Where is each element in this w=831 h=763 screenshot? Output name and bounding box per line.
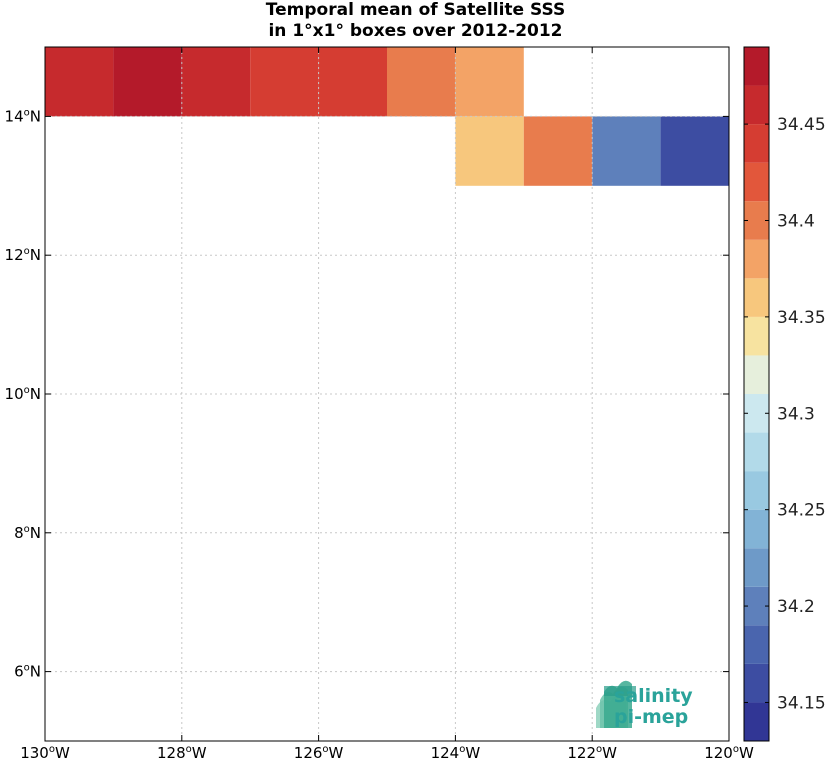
colorbar-swatch-11 <box>744 278 769 317</box>
colorbar-swatch-10 <box>744 316 769 356</box>
colorbar-swatch-6 <box>744 471 769 510</box>
colorbar-swatch-4 <box>744 548 769 587</box>
colorbar-swatch-9 <box>744 355 769 394</box>
colorbar-label-4: 34.35 <box>777 308 826 328</box>
x-tick-label-2: 126oW <box>294 744 344 762</box>
colorbar-swatch-13 <box>744 201 769 240</box>
logo-line2: pi-mep <box>614 706 688 728</box>
x-tick-label-3: 124oW <box>431 744 481 762</box>
data-cell-2 <box>181 47 251 117</box>
grid-lines <box>45 47 729 741</box>
chart-title-line2: in 1°x1° boxes over 2012-2012 <box>268 21 563 41</box>
colorbar-swatch-15 <box>744 124 769 163</box>
data-cell-9 <box>592 116 661 186</box>
data-cell-3 <box>250 47 319 117</box>
colorbar-label-2: 34.25 <box>777 501 826 521</box>
colorbar-swatch-0 <box>744 702 769 741</box>
colorbar-swatch-17 <box>744 47 769 86</box>
chart-title-line1: Temporal mean of Satellite SSS <box>265 0 566 20</box>
chart-title: Temporal mean of Satellite SSS in 1°x1° … <box>0 0 831 42</box>
colorbar-swatch-3 <box>744 586 769 626</box>
x-tick-label-4: 122oW <box>567 744 617 762</box>
x-tick-label-0: 130oW <box>20 744 70 762</box>
colorbar-label-5: 34.4 <box>777 212 815 232</box>
y-tick-label-2: 10oN <box>5 385 41 403</box>
y-tick-label-3: 12oN <box>5 246 41 264</box>
y-tick-label-1: 8oN <box>14 524 41 542</box>
colorbar-label-6: 34.45 <box>777 115 826 135</box>
axis-ticks: 130oW 128oW 126oW 124oW 122oW 120oW 6oN 8oN 10oN… <box>5 47 754 762</box>
colorbar-swatch-12 <box>744 239 769 279</box>
colorbar-label-3: 34.3 <box>777 404 815 424</box>
data-cell-10 <box>660 116 729 186</box>
colorbar-frame <box>743 46 770 742</box>
data-cell-7 <box>455 116 524 186</box>
colorbar-swatch-8 <box>744 394 769 433</box>
colorbar-label-1: 34.2 <box>777 597 815 617</box>
data-cell-1 <box>113 47 182 117</box>
y-tick-label-0: 6oN <box>14 663 41 681</box>
data-cell-5 <box>387 47 456 117</box>
colorbar-swatch-2 <box>744 625 769 664</box>
colorbar-swatch-16 <box>744 85 769 125</box>
colorbar-swatch-7 <box>744 432 769 472</box>
colorbar-label-0: 34.15 <box>777 693 826 713</box>
salinity-wave-icon <box>596 680 636 728</box>
y-tick-label-4: 14oN <box>5 107 41 125</box>
colorbar-swatch-14 <box>744 162 769 202</box>
logo-line1: salinity <box>614 685 693 707</box>
colorbar-swatch-5 <box>744 509 769 549</box>
x-tick-label-1: 128oW <box>157 744 207 762</box>
x-tick-label-5: 120oW <box>704 744 754 762</box>
data-cell-6 <box>455 47 524 117</box>
data-cells <box>45 47 729 186</box>
data-cell-0 <box>45 47 114 117</box>
data-cell-8 <box>523 116 593 186</box>
colorbar: 34.15 34.2 34.25 34.3 34.35 34.4 34.45 <box>743 46 826 742</box>
colorbar-swatch-1 <box>744 663 769 703</box>
salinity-pi-mep-logo: salinity pi-mep <box>596 680 693 728</box>
data-cell-4 <box>318 47 387 117</box>
